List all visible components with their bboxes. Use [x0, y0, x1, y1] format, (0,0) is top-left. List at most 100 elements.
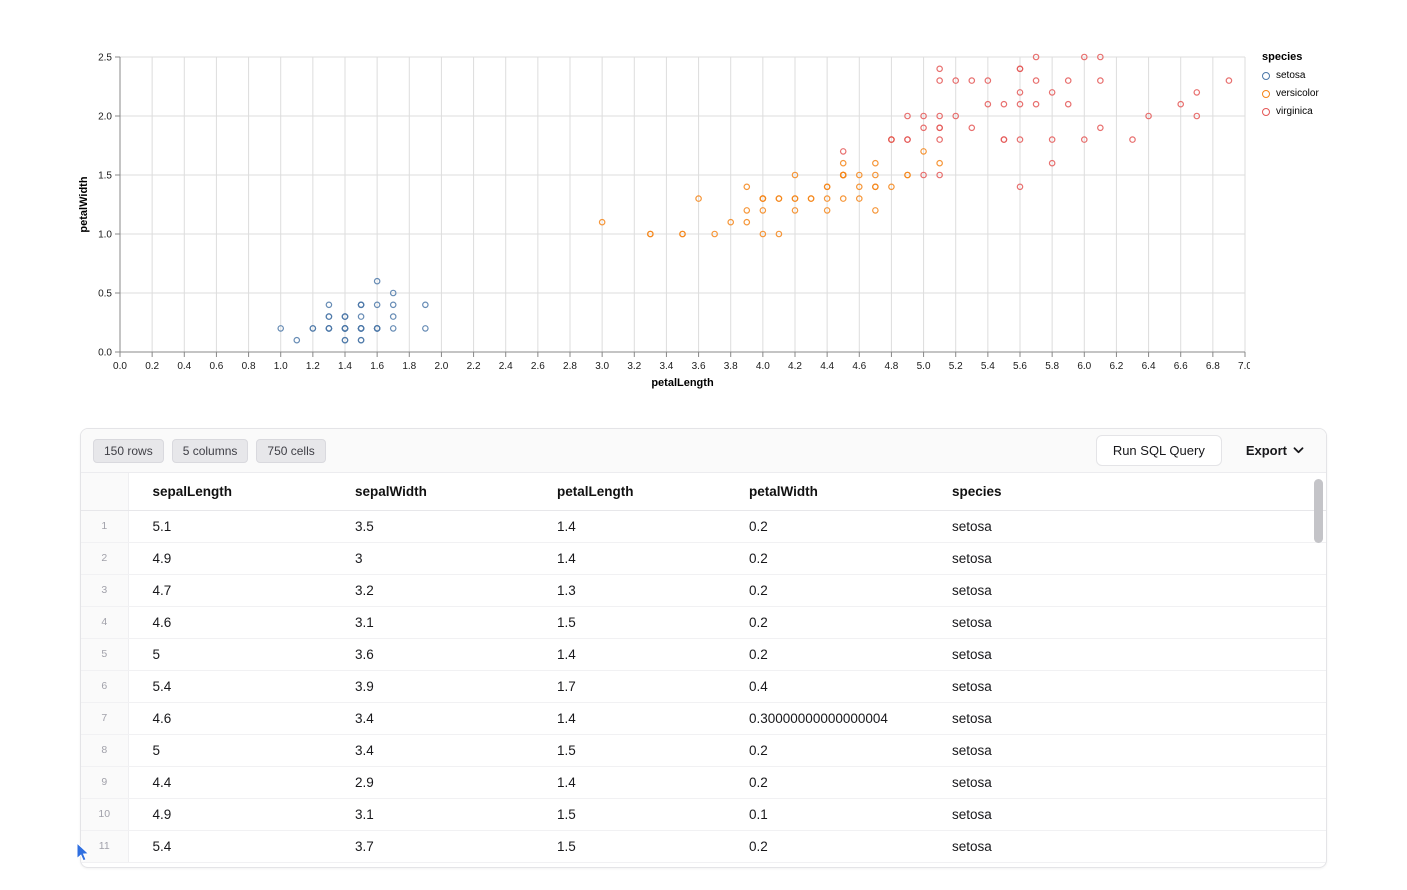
x-tick-label: 5.0	[917, 361, 931, 372]
data-point-setosa	[325, 325, 333, 332]
table-cell: 4.9	[128, 542, 331, 575]
data-point-versicolor	[855, 195, 863, 202]
data-point-virginica	[952, 77, 960, 84]
data-table: sepalLength sepalWidth petalLength petalWid…	[81, 473, 1326, 863]
table-cell: setosa	[928, 510, 1326, 543]
data-point-virginica	[1000, 100, 1008, 108]
table-cell: 0.2	[725, 542, 928, 575]
column-header-sepalLength[interactable]: sepalLength	[128, 473, 331, 511]
chart-legend: species setosa versicolor virginica	[1262, 45, 1402, 124]
data-point-versicolor	[855, 183, 863, 191]
scatter-plot-canvas: 0.0 0.2 0.4 0.6 0.8 1.0 1.2 1.4 1.6 1.8 2.0 2.2 2.4 2…	[78, 53, 1250, 390]
data-point-versicolor	[936, 159, 943, 167]
table-cell: 0.2	[725, 606, 928, 639]
data-point-setosa	[422, 325, 429, 332]
x-tick-label: 1.4	[338, 361, 352, 372]
row-number: 2	[81, 542, 129, 575]
data-point-versicolor	[711, 230, 718, 238]
table-cell: 1.4	[533, 766, 725, 799]
legend-title: species	[1262, 51, 1303, 63]
data-point-setosa	[277, 325, 285, 332]
data-point-virginica	[984, 100, 992, 108]
data-point-versicolor	[839, 195, 847, 202]
row-number: 9	[81, 766, 129, 799]
x-tick-label: 1.0	[274, 361, 288, 372]
table-cell: 0.2	[725, 510, 928, 543]
legend-items: setosa versicolor virginica	[1262, 70, 1402, 117]
row-number: 3	[81, 574, 129, 607]
data-point-versicolor	[855, 171, 863, 179]
data-point-setosa	[373, 325, 381, 332]
data-point-versicolor	[823, 207, 831, 214]
table-cell: 3.7	[331, 830, 533, 863]
row-number: 7	[81, 702, 129, 735]
table-cell: 0.2	[725, 830, 928, 863]
data-point-setosa	[341, 325, 349, 332]
x-tick-label: 5.8	[1045, 361, 1059, 372]
column-header-species[interactable]: species	[928, 473, 1326, 511]
column-header-petalLength[interactable]: petalLength	[533, 473, 725, 511]
table-row: 10 4.9 3.1 1.5 0.1 setosa	[81, 798, 1326, 831]
data-point-virginica	[936, 112, 943, 120]
table-cell: 1.5	[533, 798, 725, 831]
x-tick-label: 2.6	[531, 361, 545, 372]
table-cell: 0.2	[725, 574, 928, 607]
table-cell: 0.1	[725, 798, 928, 831]
table-header-row: sepalLength sepalWidth petalLength petalWid…	[81, 473, 1326, 511]
data-point-virginica	[1032, 100, 1040, 108]
table-cell: setosa	[928, 638, 1326, 671]
data-point-versicolor	[791, 207, 799, 214]
data-point-versicolor	[823, 183, 831, 191]
data-point-virginica	[968, 124, 976, 132]
x-tick-label: 1.8	[402, 361, 416, 372]
data-point-versicolor	[647, 230, 654, 238]
data-point-setosa	[422, 301, 429, 309]
run-sql-query-button[interactable]: Run SQL Query	[1095, 435, 1222, 466]
x-tick-label: 4.4	[820, 361, 834, 372]
data-point-versicolor	[839, 171, 847, 179]
data-point-versicolor	[727, 218, 735, 226]
x-tick-label: 0.2	[145, 361, 159, 372]
x-tick-label: 6.4	[1142, 361, 1156, 372]
x-tick-label: 3.2	[627, 361, 641, 372]
legend-item-setosa: setosa	[1262, 70, 1402, 81]
table-cell: 5.1	[128, 510, 331, 543]
x-tick-label: 4.6	[852, 361, 866, 372]
data-point-virginica	[1016, 89, 1024, 96]
vertical-scrollbar-thumb[interactable]	[1314, 479, 1323, 543]
scatter-plot-section: 0.0 0.2 0.4 0.6 0.8 1.0 1.2 1.4 1.6 1.8 2.0 2.2 2.4 2…	[0, 0, 1407, 390]
table-row: 3 4.7 3.2 1.3 0.2 setosa	[81, 574, 1326, 607]
x-tick-label: 0.6	[209, 361, 223, 372]
table-cell: setosa	[928, 830, 1326, 863]
y-tick-label: 0.5	[98, 289, 112, 300]
column-header-petalWidth[interactable]: petalWidth	[725, 473, 928, 511]
mouse-cursor	[76, 842, 90, 862]
data-point-virginica	[1129, 136, 1136, 143]
export-button[interactable]: Export	[1236, 436, 1314, 465]
data-point-versicolor	[679, 230, 686, 238]
x-tick-label: 0.4	[177, 361, 191, 372]
table-cell: 1.4	[533, 702, 725, 735]
table-cell: 4.6	[128, 702, 331, 735]
x-tick-label: 2.8	[563, 361, 577, 372]
table-row: 9 4.4 2.9 1.4 0.2 setosa	[81, 766, 1326, 799]
data-point-setosa	[293, 336, 301, 344]
table-cell: 5.4	[128, 670, 331, 703]
data-point-virginica	[936, 77, 943, 84]
data-point-virginica	[936, 65, 943, 73]
table-cell: 2.9	[331, 766, 533, 799]
column-header-sepalWidth[interactable]: sepalWidth	[331, 473, 533, 511]
data-point-virginica	[1064, 100, 1072, 108]
x-tick-label: 7.0	[1238, 361, 1250, 372]
table-cell: 1.4	[533, 510, 725, 543]
x-tick-label: 6.6	[1174, 361, 1188, 372]
table-row: 8 5 3.4 1.5 0.2 setosa	[81, 734, 1326, 767]
data-point-versicolor	[920, 148, 927, 155]
data-point-virginica	[1193, 89, 1201, 96]
x-tick-label: 6.2	[1109, 361, 1123, 372]
data-point-virginica	[1000, 136, 1008, 143]
table-cell: 1.3	[533, 574, 725, 607]
table-cell: 5	[128, 638, 331, 671]
data-point-virginica	[839, 148, 847, 155]
data-point-virginica	[1080, 53, 1088, 61]
